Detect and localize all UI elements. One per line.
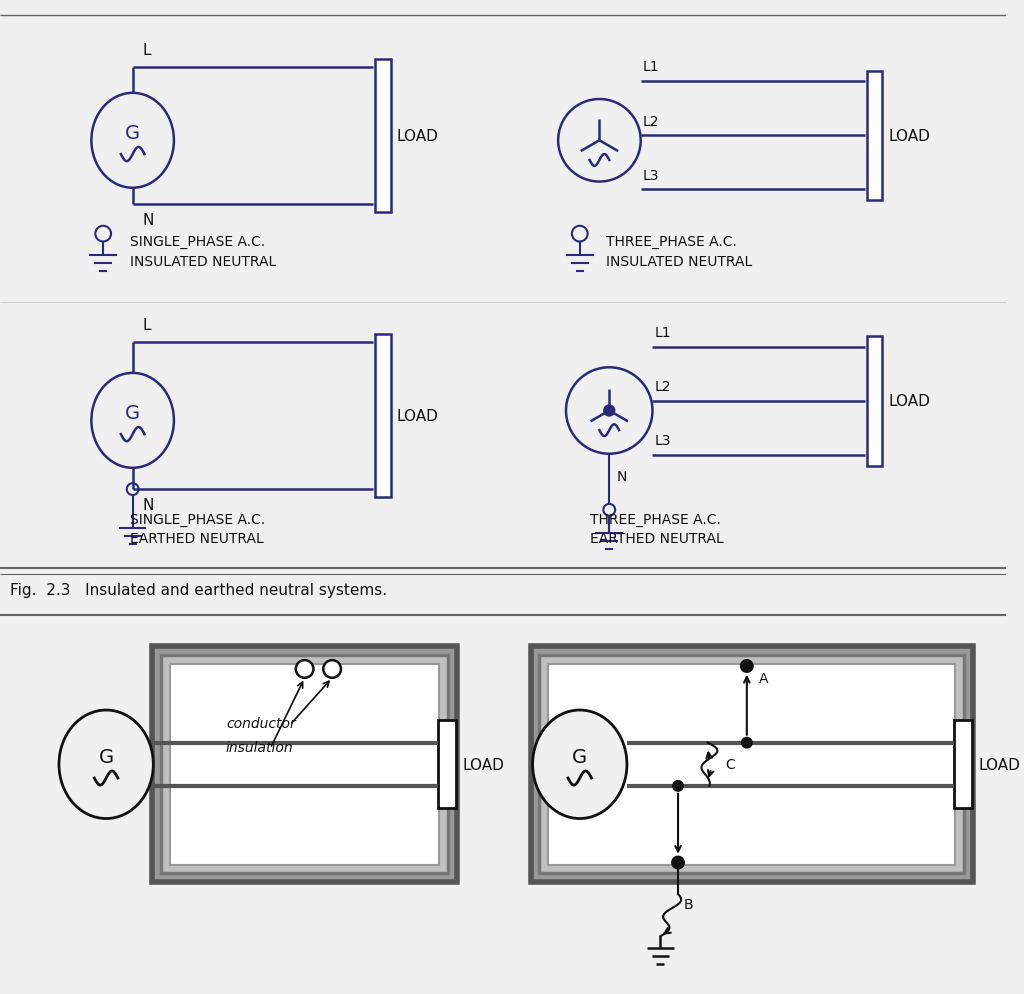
- Circle shape: [672, 857, 684, 869]
- Circle shape: [566, 368, 652, 454]
- Circle shape: [742, 738, 752, 747]
- Text: L2: L2: [654, 380, 671, 394]
- Ellipse shape: [532, 711, 627, 819]
- Bar: [540, 655, 964, 874]
- Text: Fig.  2.3   Insulated and earthed neutral systems.: Fig. 2.3 Insulated and earthed neutral s…: [10, 582, 387, 597]
- Text: A: A: [759, 671, 768, 685]
- Text: N: N: [142, 497, 154, 513]
- Text: L1: L1: [643, 61, 659, 75]
- Text: L1: L1: [654, 325, 671, 339]
- Circle shape: [673, 781, 683, 791]
- Text: G: G: [125, 124, 140, 143]
- Text: EARTHED NEUTRAL: EARTHED NEUTRAL: [590, 532, 723, 546]
- Text: insulation: insulation: [226, 740, 294, 753]
- Bar: [866, 337, 883, 466]
- Bar: [548, 664, 955, 865]
- Bar: [153, 647, 457, 883]
- Text: THREE_PHASE A.C.: THREE_PHASE A.C.: [590, 512, 721, 526]
- Text: L: L: [142, 318, 151, 333]
- Text: INSULATED NEUTRAL: INSULATED NEUTRAL: [606, 254, 753, 269]
- Text: G: G: [572, 747, 588, 766]
- Text: INSULATED NEUTRAL: INSULATED NEUTRAL: [130, 254, 275, 269]
- Circle shape: [296, 660, 313, 678]
- Bar: [376, 60, 391, 213]
- Text: LOAD: LOAD: [889, 394, 930, 409]
- Bar: [438, 721, 456, 809]
- Ellipse shape: [91, 93, 174, 189]
- Text: N: N: [617, 470, 628, 484]
- Text: EARTHED NEUTRAL: EARTHED NEUTRAL: [130, 532, 263, 546]
- Text: LOAD: LOAD: [463, 757, 505, 772]
- Bar: [376, 335, 391, 497]
- Bar: [161, 655, 449, 874]
- Text: SINGLE_PHASE A.C.: SINGLE_PHASE A.C.: [130, 236, 265, 249]
- Text: L3: L3: [654, 433, 671, 447]
- Bar: [530, 647, 973, 883]
- Text: LOAD: LOAD: [397, 129, 439, 144]
- Text: L3: L3: [643, 168, 659, 182]
- Bar: [170, 664, 439, 865]
- Text: N: N: [142, 213, 154, 228]
- Bar: [954, 721, 972, 809]
- Text: L: L: [142, 43, 151, 58]
- Ellipse shape: [59, 711, 154, 819]
- Text: LOAD: LOAD: [979, 757, 1021, 772]
- Circle shape: [558, 100, 641, 182]
- Text: L2: L2: [643, 114, 659, 128]
- Circle shape: [741, 660, 753, 672]
- Text: THREE_PHASE A.C.: THREE_PHASE A.C.: [606, 236, 737, 249]
- Text: G: G: [125, 404, 140, 422]
- Ellipse shape: [91, 374, 174, 468]
- Text: C: C: [725, 757, 735, 771]
- Text: B: B: [684, 897, 693, 911]
- Text: SINGLE_PHASE A.C.: SINGLE_PHASE A.C.: [130, 512, 265, 526]
- Text: G: G: [98, 747, 114, 766]
- Bar: [866, 72, 883, 201]
- Text: LOAD: LOAD: [889, 129, 930, 144]
- Circle shape: [604, 407, 614, 416]
- Text: conductor: conductor: [226, 717, 296, 731]
- Circle shape: [324, 660, 341, 678]
- Text: LOAD: LOAD: [397, 409, 439, 423]
